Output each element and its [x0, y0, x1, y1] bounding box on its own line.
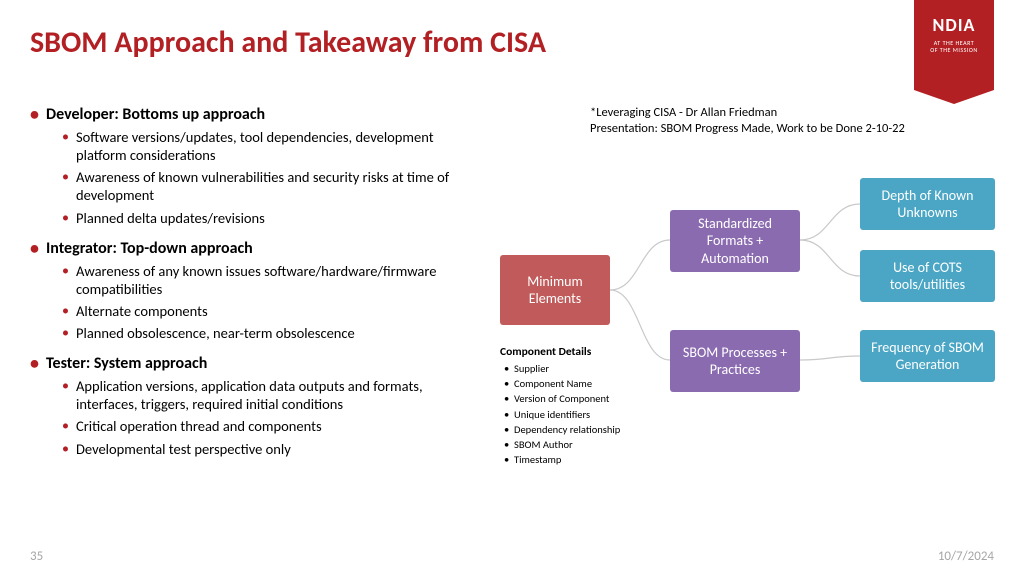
list-item: Application versions, application data o…	[62, 377, 470, 413]
list-item: Software versions/updates, tool dependen…	[62, 128, 470, 164]
slide-title: SBOM Approach and Takeaway from CISA	[30, 24, 546, 61]
ndia-badge: NDIA AT THE HEARTOF THE MISSION	[914, 0, 994, 90]
list-item: Alternate components	[62, 302, 470, 320]
node-minimum-elements: Minimum Elements	[500, 255, 610, 325]
list-item: Version of Component	[500, 391, 720, 406]
list-item: Planned obsolescence, near-term obsolesc…	[62, 324, 470, 342]
list-item: Supplier	[500, 361, 720, 376]
developer-list: Software versions/updates, tool dependen…	[62, 128, 470, 227]
list-item: Unique identifiers	[500, 407, 720, 422]
list-item: Dependency relationship	[500, 422, 720, 437]
page-number: 35	[30, 549, 43, 564]
list-item: SBOM Author	[500, 437, 720, 452]
list-item: Timestamp	[500, 452, 720, 467]
tester-list: Application versions, application data o…	[62, 377, 470, 458]
section-head-developer: Developer: Bottoms up approach	[30, 105, 470, 124]
component-details-block: Component Details Supplier Component Nam…	[500, 345, 720, 468]
text-column: Developer: Bottoms up approach Software …	[30, 105, 470, 470]
citation-line-2: Presentation: SBOM Progress Made, Work t…	[590, 121, 905, 137]
section-head-integrator: Integrator: Top-down approach	[30, 239, 470, 258]
list-item: Critical operation thread and components	[62, 417, 470, 435]
component-details-list: Supplier Component Name Version of Compo…	[500, 361, 720, 468]
list-item: Component Name	[500, 376, 720, 391]
page-date: 10/7/2024	[938, 549, 994, 564]
list-item: Planned delta updates/revisions	[62, 209, 470, 227]
list-item: Awareness of known vulnerabilities and s…	[62, 168, 470, 204]
ndia-logo-text: NDIA	[914, 14, 994, 36]
list-item: Developmental test perspective only	[62, 440, 470, 458]
list-item: Awareness of any known issues software/h…	[62, 262, 470, 298]
component-details-title: Component Details	[500, 345, 720, 359]
node-standardized-formats: Standardized Formats + Automation	[670, 210, 800, 272]
citation-line-1: *Leveraging CISA - Dr Allan Friedman	[590, 105, 905, 121]
node-cots-tools: Use of COTS tools/utilities	[860, 250, 995, 302]
node-depth-unknowns: Depth of Known Unknowns	[860, 178, 995, 230]
citation-block: *Leveraging CISA - Dr Allan Friedman Pre…	[590, 105, 905, 138]
node-frequency: Frequency of SBOM Generation	[860, 330, 995, 382]
ndia-tagline: AT THE HEARTOF THE MISSION	[914, 40, 994, 54]
integrator-list: Awareness of any known issues software/h…	[62, 262, 470, 343]
section-head-tester: Tester: System approach	[30, 354, 470, 373]
